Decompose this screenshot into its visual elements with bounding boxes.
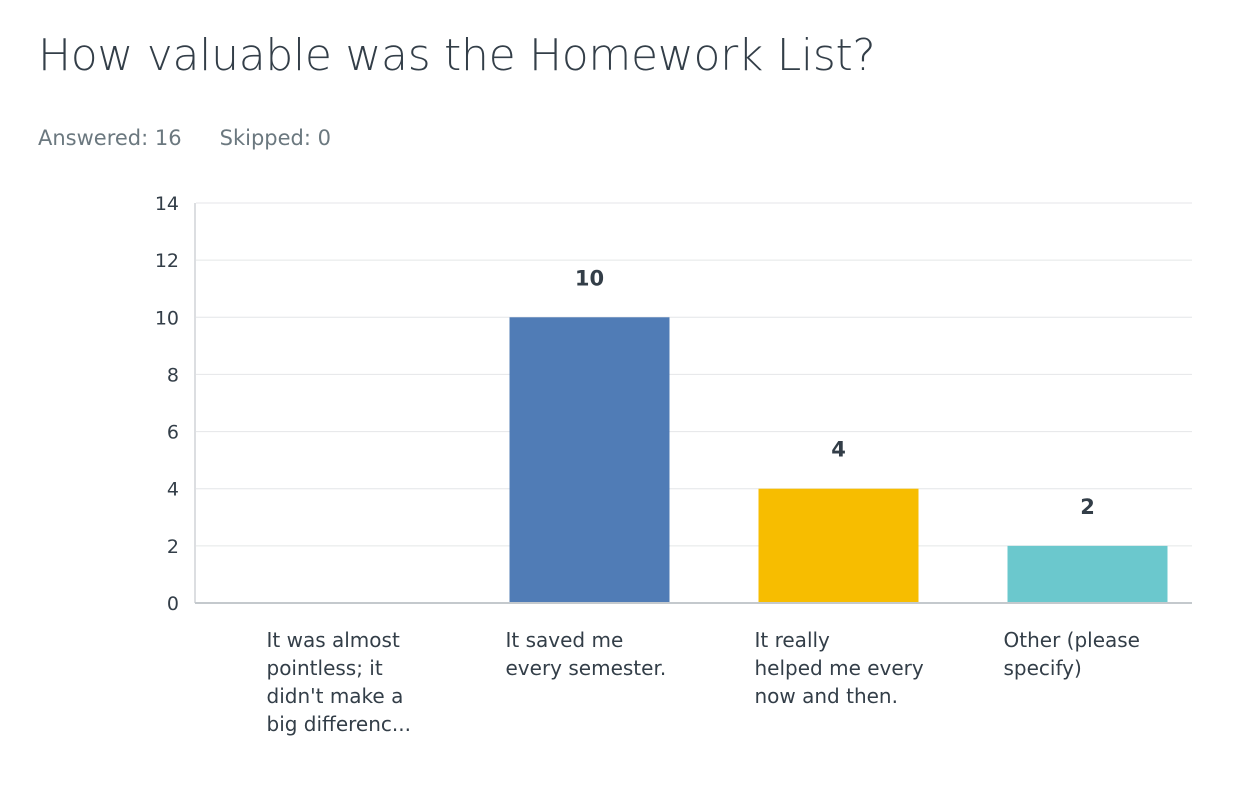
- bar: [509, 317, 670, 603]
- answered-label: Answered:: [38, 126, 149, 150]
- x-category-label: It was almost pointless; it didn't make a b…: [267, 628, 411, 736]
- x-category-label-line: Other (please: [1004, 628, 1140, 652]
- x-category-label-line: now and then.: [755, 684, 898, 708]
- bar: [1007, 545, 1168, 603]
- skipped-label: Skipped:: [219, 126, 311, 150]
- x-category-label-line: It saved me: [506, 628, 624, 652]
- x-category-label: Other (please specify): [1004, 628, 1140, 680]
- x-category-label: It really helped me every now and then.: [755, 628, 924, 708]
- y-tick-label: 2: [167, 536, 179, 558]
- answered-stat: Answered: 16: [38, 126, 182, 150]
- y-tick-label: 14: [155, 193, 179, 215]
- answered-count: 16: [154, 126, 182, 150]
- y-tick-label: 6: [167, 422, 179, 444]
- y-tick-label: 0: [167, 593, 179, 615]
- y-tick-label: 8: [167, 364, 179, 386]
- x-category-label-line: big differenc...: [267, 712, 411, 736]
- response-stats: Answered: 16 Skipped: 0: [38, 126, 369, 150]
- data-label: 4: [831, 438, 846, 462]
- x-category-label-line: It really: [755, 628, 831, 652]
- skipped-stat: Skipped: 0: [220, 126, 331, 150]
- x-category-label-line: helped me every: [755, 656, 924, 680]
- x-category-label-line: It was almost: [267, 628, 400, 652]
- x-category-label-line: didn't make a: [267, 684, 404, 708]
- y-tick-label: 10: [155, 307, 179, 329]
- data-label: 10: [575, 266, 604, 290]
- data-label: 2: [1080, 495, 1095, 519]
- y-tick-label: 4: [167, 479, 179, 501]
- x-category-label: It saved me every semester.: [506, 628, 667, 680]
- bar: [758, 488, 919, 603]
- question-title: How valuable was the Homework List?: [38, 30, 876, 81]
- y-tick-label: 12: [155, 250, 179, 272]
- x-category-label-line: every semester.: [506, 656, 667, 680]
- skipped-count: 0: [317, 126, 332, 150]
- x-category-label-line: specify): [1004, 656, 1082, 680]
- x-category-label-line: pointless; it: [267, 656, 383, 680]
